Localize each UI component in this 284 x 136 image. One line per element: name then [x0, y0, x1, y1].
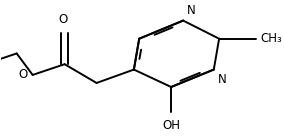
- Text: O: O: [59, 13, 68, 26]
- Text: N: N: [218, 73, 227, 86]
- Text: OH: OH: [162, 119, 180, 132]
- Text: CH₃: CH₃: [260, 32, 282, 45]
- Text: O: O: [19, 68, 28, 81]
- Text: N: N: [187, 4, 196, 17]
